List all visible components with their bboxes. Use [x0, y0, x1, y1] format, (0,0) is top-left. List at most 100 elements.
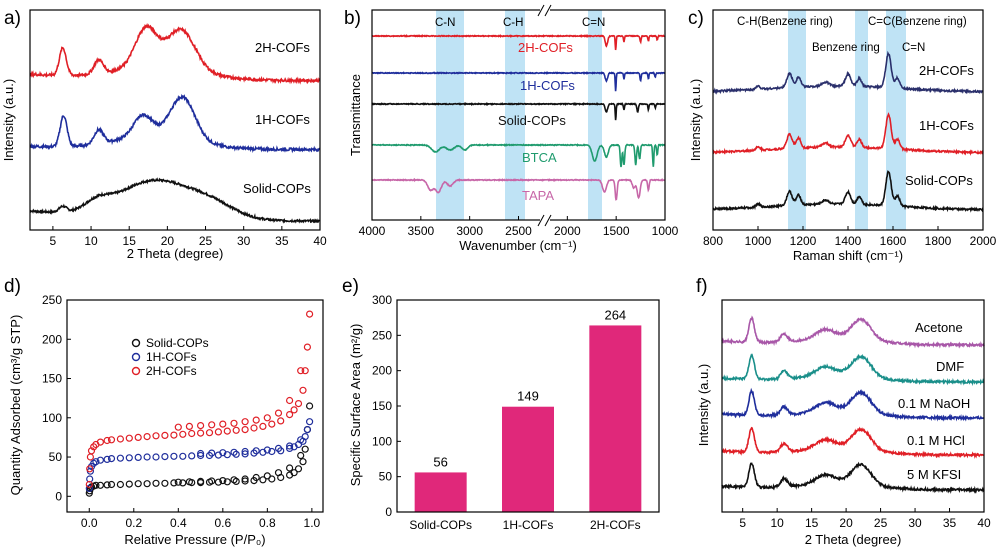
panel-d-point-Solid-COPs [294, 465, 303, 473]
panel-d-point-1H-COFs [85, 484, 93, 492]
panel-d-point-1H-COFs [197, 449, 205, 458]
panel-d-point-2H-COFs [179, 430, 187, 438]
panel-d-point-1H-COFs [152, 453, 160, 461]
panel-d-point-2H-COFs [143, 433, 151, 441]
panel-f-xlabel: 2 Theta (degree) [805, 532, 902, 547]
panel-d-point-2H-COFs [274, 409, 283, 417]
panel-a-xtick: 10 [84, 234, 98, 248]
panel-d-point-Solid-COPs [230, 476, 238, 484]
panel-d-xtick: 0.0 [81, 516, 98, 530]
panel-d-point-2H-COFs [294, 400, 303, 408]
panel-f-frame [721, 299, 985, 513]
panel-f-legend-acetone: Acetone [915, 320, 963, 335]
panel-c-annot-ch: C-H(Benzene ring) [737, 16, 833, 28]
panel-f-series-DMF [722, 353, 985, 387]
panel-d-point-Solid-COPs [107, 480, 116, 489]
panel-a-series-2H-COFs [29, 22, 321, 85]
panel-d-point-1H-COFs [286, 442, 294, 450]
panel-c-ylabel: Intensity (a.u.) [688, 79, 703, 161]
panel-f-legend-hcl: 0.1 M HCl [907, 433, 965, 448]
panel-b-band-cneq [588, 10, 602, 220]
panel-f-xtick: 25 [874, 516, 888, 530]
panel-f-series-Acetone [721, 315, 985, 349]
panel-c-xtick: 1400 [835, 234, 862, 248]
panel-d-point-2H-COFs [299, 386, 307, 394]
panel-b-series-BTCA [371, 143, 666, 168]
panel-a-xtick: 40 [313, 234, 327, 248]
panel-d-point-2H-COFs [185, 422, 193, 430]
panel-b-xtick: 1000 [652, 224, 679, 238]
panel-d-point-1H-COFs [219, 449, 227, 457]
panel-d-point-1H-COFs [161, 453, 169, 461]
panel-d-point-1H-COFs [286, 444, 294, 452]
panel-a: 5 10 15 20 25 30 35 40 a) 2 Theta (degree) Inte… [1, 8, 327, 261]
panel-d-point-2H-COFs [290, 406, 298, 414]
panel-f-xtick: 30 [908, 516, 922, 530]
panel-d-point-1H-COFs [241, 447, 249, 456]
panel-d-ytick: 50 [49, 450, 63, 464]
panel-a-xtick: 30 [237, 234, 251, 248]
panel-d-point-1H-COFs [96, 456, 105, 464]
panel-d-point-Solid-COPs [116, 480, 125, 489]
panel-e-category: 2H-COFs [590, 518, 641, 532]
panel-d: 0.0 0.2 0.4 0.6 0.8 1.0 0 50 100 150 200 250 d) Rel… [4, 276, 324, 547]
panel-a-ylabel: Intensity (a.u.) [1, 79, 16, 161]
panel-e-bar-2H-COFs [589, 325, 642, 512]
panel-d-point-2H-COFs [161, 431, 169, 439]
panel-e-category: Solid-COPs [409, 518, 472, 532]
panel-f-xtick: 20 [839, 516, 853, 530]
panel-e-ylabel: Specific Surface Area (m²/g) [348, 324, 363, 487]
panel-d-point-1H-COFs [197, 451, 205, 460]
panel-b-band-ch [505, 10, 525, 220]
panel-b-ylabel: Transmittance [348, 74, 363, 156]
panel-d-point-Solid-COPs [241, 475, 249, 483]
panel-a-xtick: 25 [199, 234, 213, 248]
panel-d-point-2H-COFs [197, 429, 205, 437]
panel-f-legend-naoh: 0.1 M NaOH [898, 396, 970, 411]
panel-b-series-2H-COFs [371, 33, 666, 51]
panel-d-legend-marker [131, 366, 141, 376]
panel-d-point-2H-COFs [219, 420, 227, 428]
panel-a-xtick: 15 [123, 234, 137, 248]
panel-f: 5 10 15 20 25 30 35 40 f) 2 Theta (degree) Inte… [696, 276, 991, 547]
panel-d-point-2H-COFs [90, 443, 98, 451]
panel-b-annot-cneq: C=N [582, 17, 605, 29]
panel-d-point-Solid-COPs [223, 478, 231, 486]
panel-d-point-Solid-COPs [179, 479, 187, 487]
panel-d-point-2H-COFs [301, 367, 309, 375]
panel-d-point-1H-COFs [268, 447, 276, 456]
panel-d-point-Solid-COPs [96, 481, 105, 489]
panel-f-series-5 M KFSI [721, 461, 985, 494]
panel-d-ytick: 200 [42, 332, 62, 346]
panel-c-series-2H-COFs [712, 50, 984, 95]
panel-c-xtick: 1200 [790, 234, 817, 248]
panel-d-point-1H-COFs [92, 458, 100, 466]
panel-c-xtick: 800 [703, 234, 723, 248]
panel-d-point-2H-COFs [174, 423, 182, 431]
panel-d-point-2H-COFs [259, 422, 267, 430]
panel-d-point-2H-COFs [268, 420, 276, 428]
panel-c: 800 1000 1200 1400 1600 1800 2000 c) Raman shi… [688, 8, 997, 263]
panel-d-point-1H-COFs [208, 449, 216, 457]
panel-e-ytick: 100 [372, 434, 392, 448]
panel-c-xlabel: Raman shift (cm⁻¹) [793, 248, 903, 263]
panel-d-point-1H-COFs [274, 444, 283, 452]
panel-d-point-2H-COFs [241, 418, 249, 426]
panel-b-annot-ch: C-H [503, 17, 523, 29]
panel-c-label: c) [688, 8, 704, 29]
panel-d-point-Solid-COPs [297, 451, 305, 460]
panel-d-point-1H-COFs [107, 455, 116, 463]
panel-d-point-Solid-COPs [301, 445, 309, 453]
panel-d-point-Solid-COPs [241, 477, 249, 485]
panel-c-series-Solid-COPs [712, 170, 984, 213]
panel-e-label: e) [342, 276, 359, 297]
panel-d-point-1H-COFs [116, 454, 125, 462]
panel-d-point-2H-COFs [263, 414, 271, 422]
panel-d-ytick: 100 [42, 411, 62, 425]
panel-d-point-2H-COFs [286, 411, 294, 419]
panel-d-point-Solid-COPs [306, 402, 314, 410]
panel-b-label: b) [344, 8, 361, 29]
panel-b-legend-solid: Solid-COPs [498, 113, 566, 128]
panel-d-point-Solid-COPs [152, 479, 160, 487]
panel-d-point-Solid-COPs [219, 477, 227, 485]
